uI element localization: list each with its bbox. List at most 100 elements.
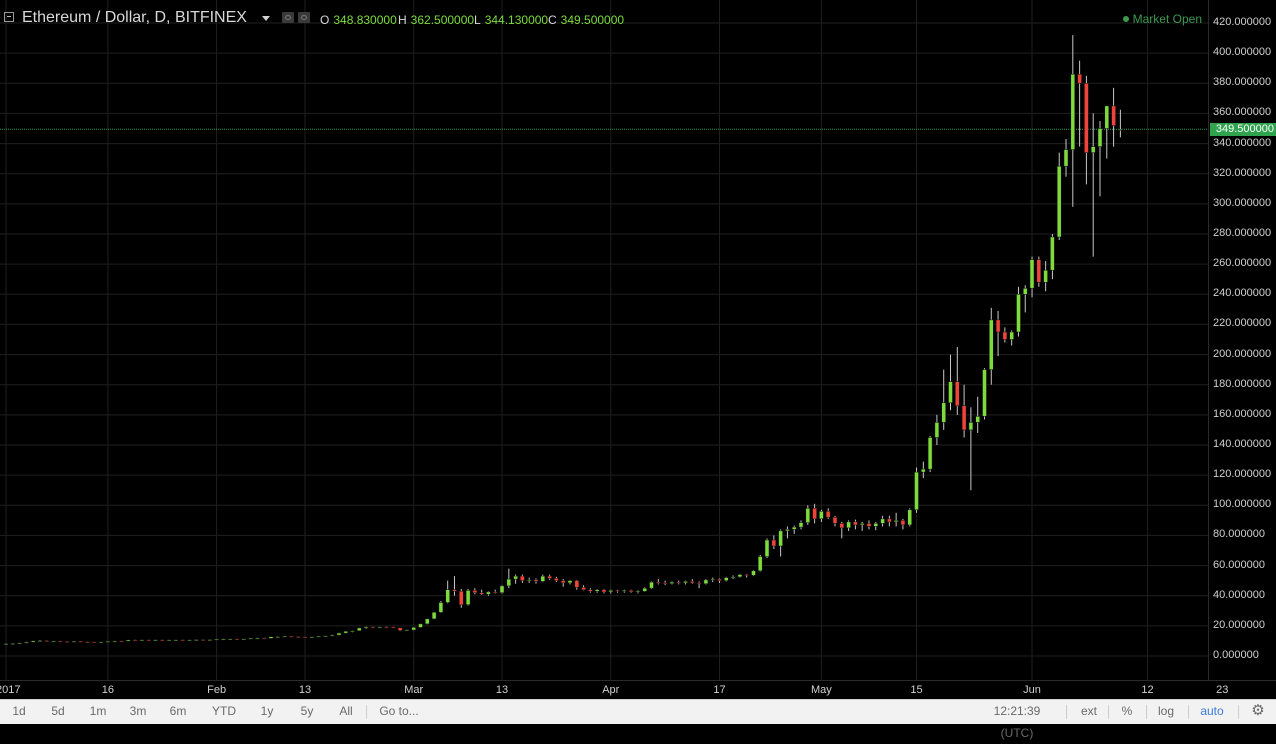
close-value: C 349.500000 <box>548 13 625 27</box>
candle-body-down <box>601 589 607 593</box>
candlestick-chart[interactable] <box>0 0 1208 680</box>
candle-body-up <box>934 422 940 438</box>
candle-body-up <box>275 636 281 638</box>
candle-body-up <box>187 639 192 641</box>
range-6m-button[interactable]: 6m <box>169 704 187 718</box>
candle <box>520 574 525 583</box>
candle <box>588 588 593 593</box>
candle <box>873 521 879 531</box>
price-tick-label: 180.000000 <box>1213 377 1272 390</box>
candle <box>506 568 512 589</box>
symbol-dropdown-icon[interactable] <box>262 16 270 21</box>
range-5d-button[interactable]: 5d <box>51 704 65 718</box>
candle-body-up <box>173 639 179 641</box>
candle <box>839 521 845 539</box>
auto-scale-toggle[interactable]: auto <box>1200 704 1224 718</box>
candle-body-up <box>404 629 410 632</box>
candle <box>1056 152 1062 240</box>
range-1y-button[interactable]: 1y <box>260 704 274 718</box>
symbol-title[interactable]: Ethereum / Dollar, D, BITFINEX <box>22 9 247 26</box>
price-tick-label: 80.000000 <box>1213 528 1265 541</box>
candle <box>126 639 131 642</box>
candle <box>927 436 933 473</box>
time-axis[interactable]: 2017 16 Feb 13 Mar 13 Apr 17 May 15 Jun 12 23 <box>0 680 1276 700</box>
candle-body-up <box>98 641 104 644</box>
range-all-button[interactable]: All <box>339 704 353 718</box>
settings-icon[interactable] <box>298 12 310 23</box>
time-tick-label: 13 <box>495 684 509 696</box>
candle <box>560 579 566 587</box>
utc-clock[interactable]: 12:21:39 (UTC) <box>993 704 1041 740</box>
candle <box>968 407 974 491</box>
candle-body-down <box>119 640 124 643</box>
candle <box>92 641 97 644</box>
time-tick-label: 23 <box>1216 684 1229 696</box>
candle <box>642 587 647 592</box>
candle <box>934 414 940 445</box>
candle-body-up <box>819 511 824 520</box>
candle-body-down <box>180 639 185 641</box>
candle <box>51 640 56 643</box>
candle-body-down <box>832 517 838 524</box>
candle <box>887 515 892 527</box>
candle-body-down <box>853 521 858 526</box>
candle <box>397 627 403 632</box>
candle-body-up <box>499 585 505 593</box>
candle <box>724 576 729 582</box>
candle-body-up <box>221 638 226 641</box>
eye-icon[interactable] <box>282 12 294 23</box>
candle-body-down <box>662 582 668 585</box>
candle <box>1050 234 1055 280</box>
candle-body-down <box>1111 105 1116 126</box>
extended-hours-toggle[interactable]: ext <box>1080 704 1097 718</box>
candle-body-up <box>343 631 349 634</box>
candle <box>411 627 416 631</box>
candle <box>737 573 743 578</box>
bottom-toolbar: 1d 5d 1m 3m 6m YTD 1y 5y All Go to... 12… <box>0 699 1276 740</box>
range-ytd-button[interactable]: YTD <box>212 704 236 718</box>
range-1d-button[interactable]: 1d <box>12 704 26 718</box>
candle-body-up <box>248 637 253 640</box>
price-axis[interactable]: 420.000000 400.000000 380.000000 360.000000… <box>1208 0 1276 680</box>
candle-body-down <box>261 637 267 640</box>
candle-body-up <box>268 636 274 639</box>
log-scale-toggle[interactable]: log <box>1157 704 1174 718</box>
range-1m-button[interactable]: 1m <box>89 704 107 718</box>
candle <box>1036 256 1042 287</box>
candle <box>336 632 342 636</box>
chart-area[interactable]: Ethereum / Dollar, D, BITFINEX O 348.8300… <box>0 0 1208 680</box>
candle-body-down <box>452 589 457 592</box>
high-value: H 362.500000 <box>398 13 475 27</box>
percent-scale-toggle[interactable]: % <box>1121 704 1133 718</box>
candle-body-down <box>547 575 552 579</box>
goto-date-button[interactable]: Go to... <box>379 704 419 718</box>
candle <box>499 585 505 594</box>
candle <box>771 535 777 549</box>
toolbar-divider <box>1238 705 1239 719</box>
candle-body-up <box>846 521 851 529</box>
range-3m-button[interactable]: 3m <box>129 704 147 718</box>
candle <box>601 588 607 594</box>
candle <box>316 636 321 638</box>
candle-body-up <box>255 637 260 640</box>
candle <box>1084 75 1089 185</box>
candle <box>343 631 349 634</box>
range-5y-button[interactable]: 5y <box>300 704 314 718</box>
market-status-label: Market Open <box>1132 12 1202 26</box>
candle <box>982 368 987 420</box>
candle <box>819 509 824 522</box>
candle <box>214 638 219 641</box>
collapse-legend-icon[interactable] <box>4 12 14 22</box>
price-tick-label: 320.000000 <box>1213 166 1272 179</box>
candle <box>764 538 770 558</box>
candle-body-up <box>37 640 43 642</box>
candle <box>71 641 77 643</box>
candle <box>554 576 559 583</box>
candle <box>628 589 634 593</box>
candle <box>302 636 308 638</box>
candle-body-down <box>615 590 620 592</box>
time-tick-label: 13 <box>298 684 312 696</box>
settings-gear-icon[interactable]: ⚙ <box>1251 702 1265 719</box>
candle <box>676 580 681 585</box>
candle-body-down <box>78 641 83 643</box>
